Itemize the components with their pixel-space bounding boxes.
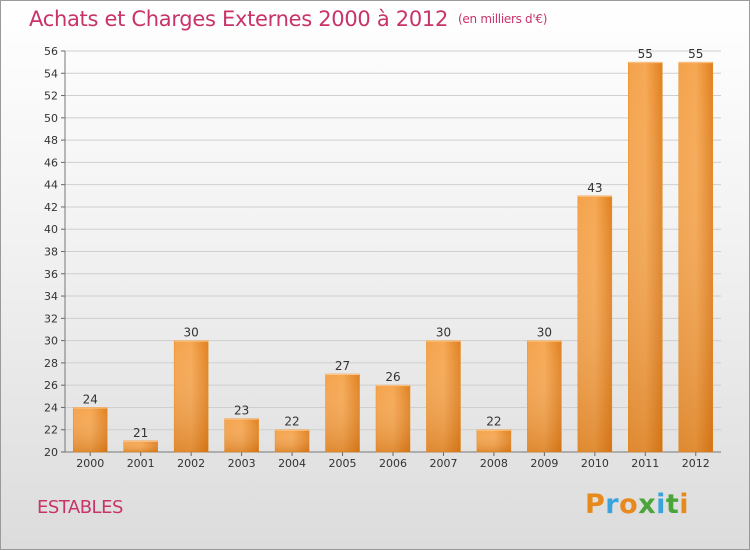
x-tick-label: 2010 <box>581 457 609 470</box>
logo-letter: r <box>605 489 620 520</box>
bar-shade <box>426 340 461 452</box>
logo-letter: i <box>656 489 666 520</box>
y-tick-labels: 20 22 24 26 28 30 32 34 36 38 40 42 44 46 48 50 52 54 56 <box>44 45 58 459</box>
x-tick-label: 2008 <box>480 457 508 470</box>
data-label: 30 <box>436 326 451 340</box>
title-text: Achats et Charges Externes 2000 à 2012 <box>29 7 449 31</box>
proxiti-logo[interactable]: Proxiti <box>585 489 689 520</box>
logo-letter: P <box>585 489 606 520</box>
y-tick-label: 28 <box>44 357 58 370</box>
logo-letter: i <box>679 489 690 520</box>
data-label: 27 <box>335 359 350 373</box>
data-label: 55 <box>688 47 703 61</box>
data-label: 30 <box>184 326 199 340</box>
bar-shade <box>628 62 663 453</box>
y-tick-label: 52 <box>44 90 58 103</box>
data-label: 23 <box>234 404 249 418</box>
data-label: 22 <box>486 415 501 429</box>
y-tick-label: 22 <box>44 424 58 437</box>
data-label: 26 <box>385 370 400 384</box>
data-label: 22 <box>284 415 299 429</box>
y-tick-label: 54 <box>44 67 58 80</box>
y-tick-label: 42 <box>44 201 58 214</box>
data-label: 21 <box>133 426 148 440</box>
y-tick-label: 50 <box>44 112 58 125</box>
commune-name: ESTABLES <box>37 497 123 518</box>
x-tick-label: 2001 <box>127 457 155 470</box>
title-unit: (en milliers d'€) <box>458 12 548 26</box>
bar-shade <box>577 195 612 453</box>
x-tick-label: 2009 <box>530 457 558 470</box>
y-tick-label: 24 <box>44 401 58 414</box>
bar-shade <box>476 429 511 452</box>
x-tick-label: 2004 <box>278 457 306 470</box>
y-tick-label: 38 <box>44 246 58 259</box>
bar-shade <box>678 62 713 453</box>
x-tick-label: 2000 <box>76 457 104 470</box>
y-tick-label: 46 <box>44 156 58 169</box>
y-tick-label: 48 <box>44 134 58 147</box>
x-tick-label: 2006 <box>379 457 407 470</box>
bars: 24 21 30 23 22 27 26 30 22 30 43 55 55 <box>72 47 714 453</box>
data-label: 55 <box>638 47 653 61</box>
bar-shade <box>73 407 108 452</box>
x-tick-label: 2007 <box>429 457 457 470</box>
logo-letter: o <box>619 489 639 520</box>
bar-shade <box>224 418 259 452</box>
x-tick-label: 2011 <box>631 457 659 470</box>
bar-shade <box>376 385 410 452</box>
x-tick-label: 2002 <box>177 457 205 470</box>
y-tick-label: 26 <box>44 379 58 392</box>
logo-letter: t <box>665 489 680 520</box>
y-tick-label: 32 <box>44 312 58 325</box>
x-tick-label: 2012 <box>682 457 710 470</box>
chart-title: Achats et Charges Externes 2000 à 2012 (e… <box>29 7 547 31</box>
bar-shade <box>527 340 562 452</box>
x-tick-label: 2003 <box>228 457 256 470</box>
y-tick-label: 40 <box>44 223 58 236</box>
bar-shade <box>123 440 158 452</box>
y-tick-label: 36 <box>44 268 58 281</box>
x-tick-label: 2005 <box>329 457 357 470</box>
logo-letter: x <box>638 489 657 520</box>
data-label: 24 <box>83 392 98 406</box>
y-tick-label: 56 <box>44 45 58 58</box>
y-tick-label: 20 <box>44 446 58 459</box>
bar-shade <box>275 429 310 452</box>
bar-shade <box>174 340 209 452</box>
y-tick-label: 34 <box>44 290 58 303</box>
data-label: 30 <box>537 326 552 340</box>
x-tick-labels: 2000 2001 2002 2003 2004 2005 2006 2007 2008 2009… <box>76 457 710 470</box>
y-tick-label: 44 <box>44 179 58 192</box>
bar-shade <box>325 374 360 452</box>
y-tick-label: 30 <box>44 335 58 348</box>
data-label: 43 <box>587 181 602 195</box>
